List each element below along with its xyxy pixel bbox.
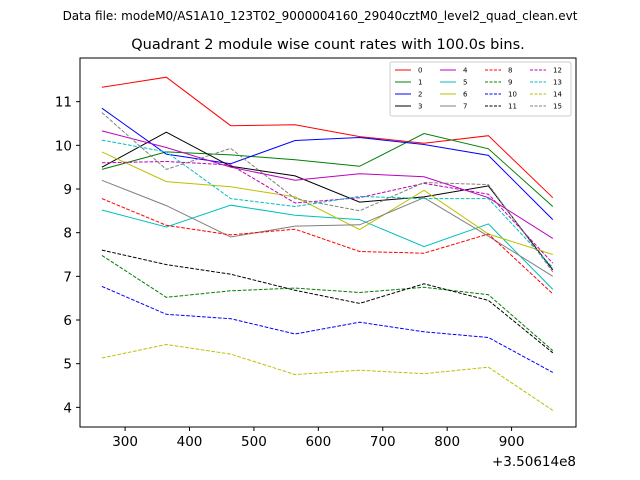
x-tick-label: 500 (241, 434, 267, 450)
legend-label-15: 15 (553, 103, 562, 111)
legend-label-2: 2 (418, 91, 422, 99)
legend-label-12: 12 (553, 67, 562, 75)
series-line-10 (101, 285, 554, 373)
series-line-11 (101, 249, 554, 354)
series-line-15 (101, 112, 554, 273)
legend-label-8: 8 (508, 67, 512, 75)
series-line-14 (101, 343, 554, 411)
series-line-6 (101, 151, 553, 255)
x-tick-label: 800 (434, 434, 460, 450)
legend-label-5: 5 (463, 79, 467, 87)
series-line-12 (101, 160, 554, 264)
y-tick-label: 10 (55, 138, 72, 154)
series-line-1 (101, 132, 554, 207)
series-line-0 (101, 76, 554, 199)
legend-label-14: 14 (553, 91, 562, 99)
x-tick-label: 600 (305, 434, 331, 450)
x-tick-label: 400 (177, 434, 203, 450)
legend-label-13: 13 (553, 79, 562, 87)
plot-frame (79, 57, 577, 428)
series-line-2 (101, 107, 554, 220)
y-tick-label: 11 (55, 95, 72, 111)
y-tick-label: 8 (63, 226, 72, 242)
y-tick-label: 5 (63, 357, 72, 373)
series-line-8 (101, 198, 554, 295)
series-line-3 (101, 131, 554, 271)
legend-box (389, 61, 572, 117)
legend-label-7: 7 (463, 103, 467, 111)
legend-label-6: 6 (463, 91, 468, 99)
legend-label-1: 1 (418, 79, 422, 87)
legend-label-9: 9 (508, 79, 512, 87)
x-offset-label: +3.50614e8 (492, 454, 576, 470)
y-tick-label: 4 (63, 400, 72, 416)
x-tick-label: 700 (370, 434, 396, 450)
legend-label-3: 3 (418, 103, 422, 111)
series-line-7 (101, 179, 554, 277)
series-line-4 (101, 130, 554, 239)
legend-label-0: 0 (418, 67, 422, 75)
legend-label-4: 4 (463, 67, 468, 75)
series-line-5 (101, 204, 554, 290)
x-tick-label: 900 (499, 434, 525, 450)
chart-title: Quadrant 2 module wise count rates with … (131, 37, 525, 53)
y-tick-label: 7 (63, 269, 72, 285)
y-tick-label: 6 (63, 313, 72, 329)
y-tick-label: 9 (63, 182, 72, 198)
legend-label-11: 11 (508, 103, 517, 111)
legend-label-10: 10 (508, 91, 517, 99)
series-line-13 (101, 139, 554, 268)
chart-suptitle: Data file: modeM0/AS1A10_123T02_90000041… (63, 9, 578, 23)
series-line-9 (101, 254, 554, 351)
x-tick-label: 300 (112, 434, 138, 450)
